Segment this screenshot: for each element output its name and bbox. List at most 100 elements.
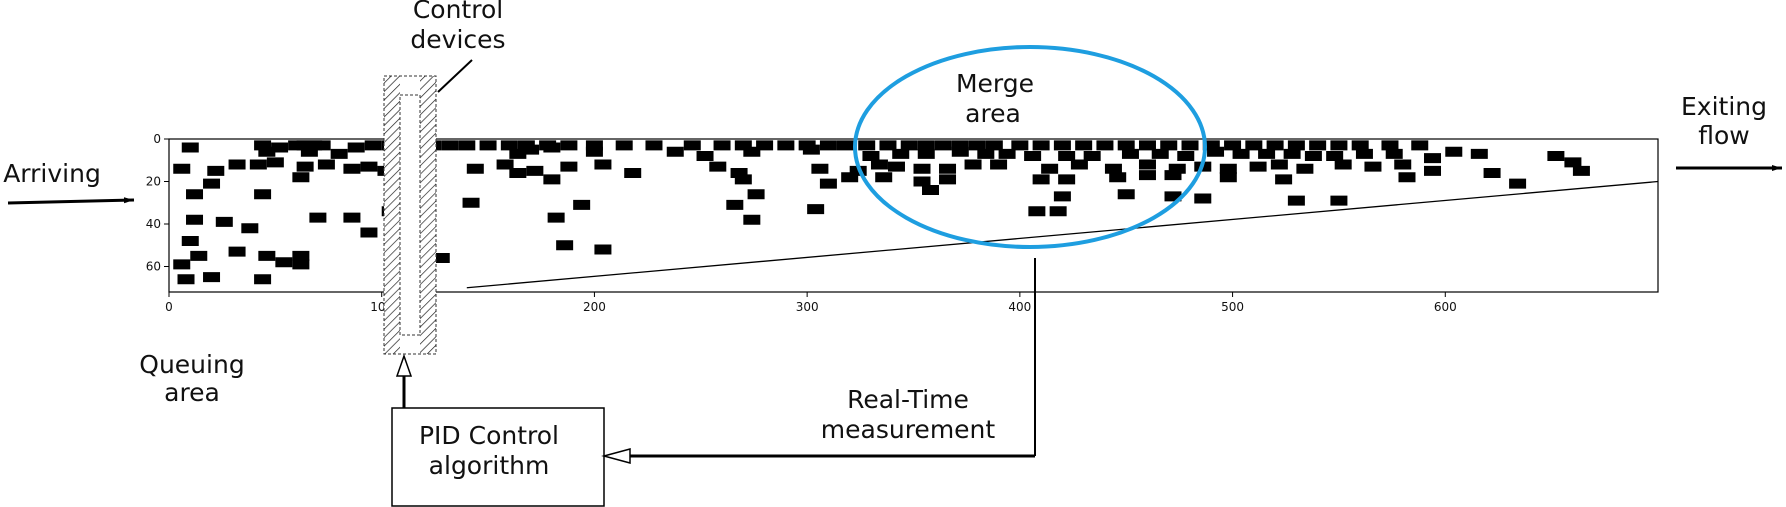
vehicle-marker — [275, 257, 293, 268]
vehicle-marker — [1058, 151, 1076, 161]
vehicle-marker — [1304, 151, 1322, 161]
vehicle-marker — [343, 163, 361, 174]
vehicle-marker — [207, 165, 225, 176]
vehicle-marker — [917, 140, 935, 151]
vehicle-marker — [1424, 165, 1442, 176]
vehicle-marker — [1424, 153, 1442, 164]
vehicle-marker — [1219, 172, 1237, 183]
x-tick-label: 600 — [1434, 300, 1457, 314]
vehicle-marker — [296, 140, 314, 151]
vehicle-marker — [998, 148, 1016, 159]
vehicle-marker — [254, 189, 272, 200]
vehicle-marker — [522, 144, 540, 155]
vehicle-marker — [560, 161, 578, 172]
vehicle-marker — [900, 140, 918, 151]
vehicle-marker — [1470, 148, 1488, 159]
vehicle-marker — [543, 142, 561, 153]
x-tick-label: 500 — [1221, 300, 1244, 314]
vehicle-marker — [186, 189, 204, 200]
vehicle-marker — [360, 227, 378, 238]
vehicle-marker — [802, 144, 820, 155]
vehicle-marker — [922, 185, 940, 195]
vehicle-marker — [1258, 148, 1276, 159]
vehicle-marker — [330, 148, 348, 159]
vehicle-marker — [509, 148, 527, 159]
vehicle-marker — [615, 140, 633, 151]
vehicle-marker — [1181, 140, 1199, 151]
vehicle-marker — [1296, 163, 1314, 174]
vehicle-marker — [939, 174, 957, 185]
vehicle-marker — [819, 140, 837, 151]
vehicle-marker — [1483, 168, 1501, 178]
vehicle-marker — [313, 140, 331, 151]
vehicle-marker — [292, 250, 310, 261]
vehicle-marker — [1117, 189, 1135, 200]
vehicle-marker — [288, 140, 306, 151]
vehicle-marker — [203, 178, 221, 189]
vehicle-marker — [1121, 148, 1139, 159]
merge-boundary-line — [466, 180, 1659, 289]
vehicle-marker — [1164, 191, 1182, 202]
vehicle-marker — [939, 163, 957, 174]
x-tick-label: 200 — [583, 300, 606, 314]
vehicle-marker — [709, 161, 727, 172]
vehicle-marker — [1275, 174, 1293, 185]
vehicle-marker — [879, 140, 897, 151]
vehicle-marker — [254, 140, 272, 151]
vehicle-marker — [811, 163, 829, 174]
vehicle-marker — [241, 223, 259, 234]
vehicle-marker — [594, 244, 612, 255]
vehicle-marker — [249, 159, 267, 170]
vehicle-marker — [441, 140, 459, 151]
vehicle-marker — [526, 165, 544, 176]
x-axis-ticks: 0 100 200 300 400 500 600 — [165, 292, 1457, 314]
vehicle-marker — [271, 142, 289, 153]
vehicle-marker — [1053, 140, 1071, 151]
vehicle-marker — [951, 140, 969, 151]
vehicle-marker — [560, 140, 578, 151]
vehicle-marker — [1109, 172, 1127, 183]
vehicle-marker — [1104, 163, 1122, 174]
vehicle-marker — [292, 259, 310, 270]
y-tick-label: 40 — [146, 217, 161, 231]
vehicle-marker — [743, 214, 761, 225]
vehicle-marker — [347, 142, 365, 153]
vehicle-marker — [177, 274, 195, 285]
merge-area-label-line2: area — [965, 99, 1021, 128]
vehicle-marker — [500, 140, 518, 151]
vehicle-marker — [807, 204, 825, 215]
vehicle-marker — [543, 174, 561, 185]
vehicle-marker — [756, 140, 774, 151]
vehicle-marker — [509, 168, 527, 178]
realtime-measurement-label-line2: measurement — [821, 415, 996, 444]
y-tick-label: 20 — [146, 175, 161, 189]
vehicle-marker — [479, 140, 497, 151]
vehicle-marker — [215, 216, 233, 227]
vehicle-marker — [985, 140, 1003, 151]
vehicle-marker — [1032, 140, 1050, 151]
vehicle-marker — [1202, 140, 1220, 151]
vehicle-marker — [585, 146, 603, 157]
vehicle-marker — [1049, 206, 1067, 217]
vehicle-marker — [1355, 148, 1373, 159]
vehicle-marker — [730, 168, 748, 178]
arriving-label: Arriving — [3, 159, 101, 188]
vehicle-marker — [181, 142, 199, 153]
vehicle-marker — [190, 250, 208, 261]
vehicle-marker — [364, 140, 382, 151]
vehicle-marker — [432, 253, 450, 263]
vehicle-marker — [594, 159, 612, 170]
measurement-arrowhead — [601, 448, 631, 464]
vehicle-marker — [1117, 140, 1135, 151]
vehicle-marker — [1138, 159, 1156, 170]
y-tick-label: 60 — [146, 260, 161, 274]
vehicle-marker — [1330, 140, 1348, 151]
vehicle-marker — [713, 140, 731, 151]
vehicle-marker — [1138, 170, 1156, 181]
pid-control-label-line2: algorithm — [429, 451, 550, 480]
vehicle-marker — [1270, 159, 1288, 170]
vehicle-marker — [317, 159, 335, 170]
vehicle-marker — [343, 212, 361, 223]
vehicle-marker — [496, 159, 514, 170]
